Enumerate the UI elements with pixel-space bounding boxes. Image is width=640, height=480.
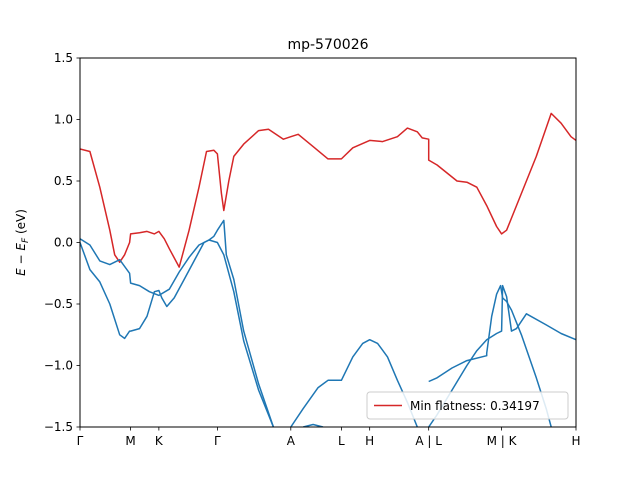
x-tick-label: L [338, 434, 345, 448]
x-tick-label: H [365, 434, 374, 448]
x-tick-label: H [571, 434, 580, 448]
y-tick-label: 1.0 [54, 113, 73, 127]
y-axis-label-main: E − E [14, 243, 28, 276]
legend-label: Min flatness: 0.34197 [410, 399, 540, 413]
x-axis: Γ M K Γ A L H A | L M | K H [77, 427, 581, 448]
x-tick-label: Γ [77, 434, 84, 448]
y-tick-label: −1.0 [44, 359, 73, 373]
series-line-3 [303, 423, 324, 427]
series-line-4 [290, 338, 418, 427]
x-tick-label: A [287, 434, 296, 448]
x-tick-label: M [125, 434, 135, 448]
legend: Min flatness: 0.34197 [366, 391, 569, 420]
y-axis-label: E − EF (eV) [14, 209, 31, 276]
x-tick-label: Γ [214, 434, 221, 448]
x-tick-label: K [155, 434, 164, 448]
y-axis-label-sub: F [21, 237, 31, 243]
y-axis-label-unit: (eV) [14, 209, 28, 238]
series-line-5 [428, 284, 552, 427]
y-tick-label: 0.5 [54, 174, 73, 188]
chart-title: mp-570026 [287, 37, 368, 53]
y-axis: −1.5 −1.0 −0.5 0.0 0.5 1.0 1.5 [44, 51, 80, 434]
x-tick-label: A | L [415, 434, 442, 448]
y-tick-label: 1.5 [54, 51, 73, 65]
y-tick-label: −1.5 [44, 420, 73, 434]
y-tick-label: −0.5 [44, 297, 73, 311]
series-line-1 [80, 238, 275, 427]
y-tick-label: 0.0 [54, 236, 73, 250]
series-line-0 [80, 112, 576, 268]
legend-box [366, 391, 569, 420]
plot-frame [79, 57, 577, 428]
series-line-2 [80, 219, 275, 427]
series-layer [80, 112, 576, 427]
x-tick-label: M | K [487, 434, 518, 448]
series-line-6 [428, 284, 576, 427]
